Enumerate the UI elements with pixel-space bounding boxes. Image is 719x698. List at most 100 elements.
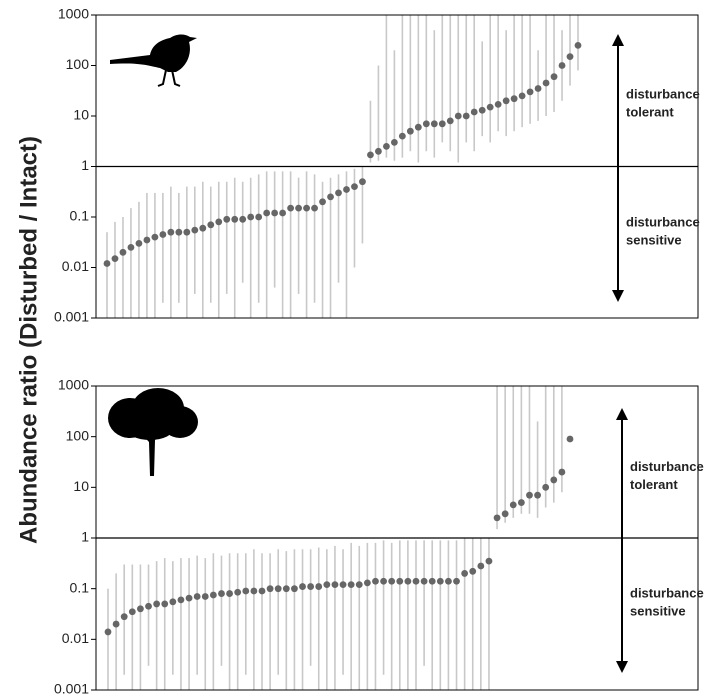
point [191, 226, 199, 234]
point [339, 581, 347, 589]
point [542, 79, 550, 87]
point [183, 228, 191, 236]
point [501, 510, 509, 518]
point [446, 117, 454, 125]
point [279, 209, 287, 217]
point [299, 583, 306, 590]
point [103, 260, 111, 267]
annotation: disturbance sensitive [626, 215, 700, 248]
point [127, 244, 135, 251]
point [517, 499, 525, 506]
point [231, 215, 239, 223]
point [430, 120, 438, 128]
point [112, 620, 120, 628]
point [271, 209, 279, 217]
point [175, 228, 183, 236]
point [287, 204, 295, 212]
point [372, 577, 379, 585]
point [291, 585, 298, 593]
point [359, 178, 366, 186]
point [311, 204, 318, 212]
point [574, 42, 582, 49]
tree-silhouette [108, 388, 198, 476]
point [534, 85, 542, 92]
point [185, 594, 193, 602]
point [383, 143, 390, 150]
point [526, 88, 534, 96]
point [209, 591, 217, 599]
panel: 0.001 0.01 0.1 1 10 100 1000 disturbance toleran… [54, 6, 700, 325]
point [518, 92, 526, 100]
point [486, 103, 494, 111]
point [510, 95, 518, 103]
point [404, 577, 412, 585]
point [234, 588, 242, 596]
point [323, 581, 331, 589]
y-tick-label: 1 [81, 529, 89, 545]
point [509, 501, 517, 509]
point [367, 151, 374, 159]
point [469, 567, 477, 575]
y-tick-label: 100 [66, 56, 90, 72]
y-tick-label: 10 [73, 478, 89, 494]
point [120, 613, 128, 621]
point [159, 231, 167, 238]
point [445, 577, 452, 585]
annotation: disturbance tolerant [626, 87, 700, 120]
point [207, 221, 215, 229]
point [201, 593, 209, 600]
point [193, 593, 201, 600]
point [558, 62, 566, 69]
point [319, 198, 326, 206]
point [282, 585, 290, 593]
point [478, 106, 486, 114]
point [351, 183, 358, 190]
point [247, 213, 255, 221]
y-tick-label: 0.1 [70, 208, 90, 224]
y-tick-label: 0.001 [54, 309, 89, 325]
point [438, 120, 446, 128]
point [566, 435, 574, 443]
point [167, 228, 175, 236]
point [215, 218, 223, 226]
point [250, 587, 258, 595]
point [355, 581, 363, 589]
point [396, 577, 404, 585]
point [454, 112, 462, 120]
point [104, 628, 112, 636]
point [177, 596, 185, 604]
bird-silhouette [110, 34, 197, 87]
point [542, 483, 550, 491]
point [558, 468, 566, 476]
point [274, 585, 282, 593]
point [258, 587, 266, 595]
point [347, 581, 355, 589]
point [420, 577, 428, 585]
point [398, 132, 406, 140]
y-axis-label: Abundance ratio (Disturbed / Intact) [15, 136, 42, 544]
point [550, 476, 558, 484]
point [303, 204, 310, 212]
point [406, 127, 414, 135]
point [111, 255, 119, 263]
point [151, 233, 159, 241]
y-tick-label: 1 [81, 157, 89, 173]
point [143, 236, 151, 244]
y-tick-label: 1000 [58, 6, 89, 22]
point [161, 600, 169, 608]
point [388, 577, 396, 585]
point [145, 602, 152, 610]
point [223, 215, 231, 223]
point [327, 193, 334, 201]
point [502, 97, 510, 105]
point [255, 213, 263, 221]
point [526, 491, 533, 499]
y-tick-label: 0.01 [62, 630, 89, 646]
point [412, 577, 420, 585]
point [239, 215, 247, 223]
point [461, 570, 469, 577]
y-tick-label: 1000 [58, 377, 89, 393]
annotation: disturbance tolerant [630, 459, 704, 492]
point [226, 590, 233, 597]
point [307, 583, 315, 590]
